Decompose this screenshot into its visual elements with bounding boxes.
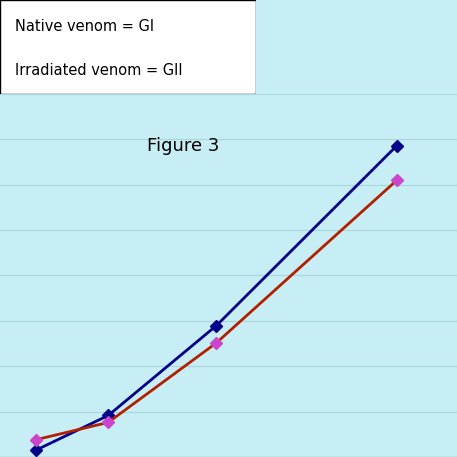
Text: Irradiated venom = GII: Irradiated venom = GII bbox=[16, 63, 183, 78]
Text: Native venom = GI: Native venom = GI bbox=[16, 19, 154, 34]
Text: Figure 3: Figure 3 bbox=[147, 137, 219, 155]
